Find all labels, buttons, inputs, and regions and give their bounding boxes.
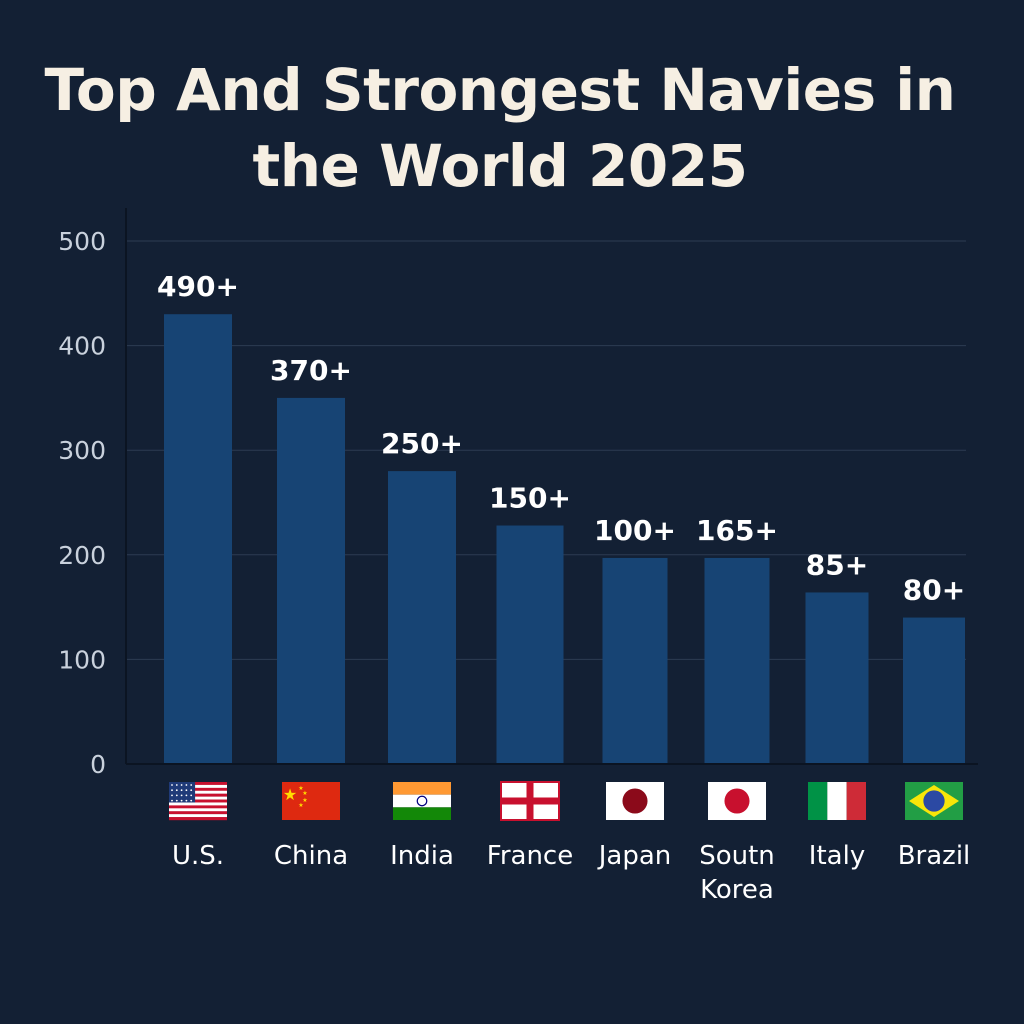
y-tick-label: 300 — [58, 436, 106, 465]
category-label: Soutn Korea — [699, 841, 775, 905]
data-label: 80+ — [903, 574, 965, 607]
data-label: 490+ — [157, 270, 239, 303]
svg-text:★: ★ — [302, 797, 307, 804]
y-tick-label: 200 — [58, 541, 106, 570]
data-label: 370+ — [270, 354, 352, 387]
data-label: 165+ — [696, 514, 778, 547]
flag-china-icon: ★ ★★★★ — [282, 782, 340, 820]
y-tick-label: 500 — [58, 227, 106, 256]
y-tick-label: 0 — [90, 750, 106, 779]
category-label: India — [390, 841, 454, 871]
chart-title: Top And Strongest Navies in the World 20… — [0, 52, 1000, 204]
bar — [903, 617, 965, 764]
category-label: Brazil — [898, 841, 971, 871]
bar — [805, 592, 869, 764]
bar — [704, 557, 770, 764]
data-label: 85+ — [806, 548, 868, 581]
flag-south-korea-icon — [708, 782, 766, 820]
flags: ★ ★★★★ — [169, 781, 963, 821]
svg-text:★: ★ — [302, 790, 307, 797]
category-label: Japan — [597, 841, 672, 871]
svg-text:★: ★ — [298, 802, 303, 809]
bar — [164, 314, 232, 764]
svg-text:★: ★ — [298, 785, 303, 792]
y-tick-label: 100 — [58, 645, 106, 674]
data-labels: 490+ 370+ 250+ 150+ 100+ 165+ 85+ 80+ — [157, 270, 965, 606]
flag-france-icon — [500, 781, 560, 821]
data-label: 250+ — [381, 427, 463, 460]
svg-text:★: ★ — [283, 785, 297, 804]
chart-title-line-2: the World 2025 — [252, 132, 748, 200]
category-label: China — [274, 841, 348, 871]
bar — [496, 525, 564, 764]
flag-italy-icon — [808, 782, 866, 820]
y-axis-ticks: 0 100 200 300 400 500 — [58, 227, 106, 779]
data-label: 150+ — [489, 482, 571, 515]
category-labels: U.S. China India France Japan Soutn Korea Italy… — [172, 841, 970, 905]
chart-title-line-1: Top And Strongest Navies in — [44, 56, 956, 124]
category-label: U.S. — [172, 841, 224, 871]
bar — [277, 397, 345, 764]
category-label: Italy — [809, 841, 865, 871]
flag-japan-icon — [606, 782, 664, 820]
bar — [602, 557, 668, 764]
bars — [164, 314, 965, 764]
flag-india-icon — [393, 782, 451, 820]
bar — [388, 471, 456, 764]
data-label: 100+ — [594, 514, 676, 547]
axes — [125, 208, 978, 765]
flag-brazil-icon — [905, 782, 963, 820]
category-label: France — [487, 841, 573, 871]
y-tick-label: 400 — [58, 332, 106, 361]
flag-usa-icon — [169, 782, 227, 821]
